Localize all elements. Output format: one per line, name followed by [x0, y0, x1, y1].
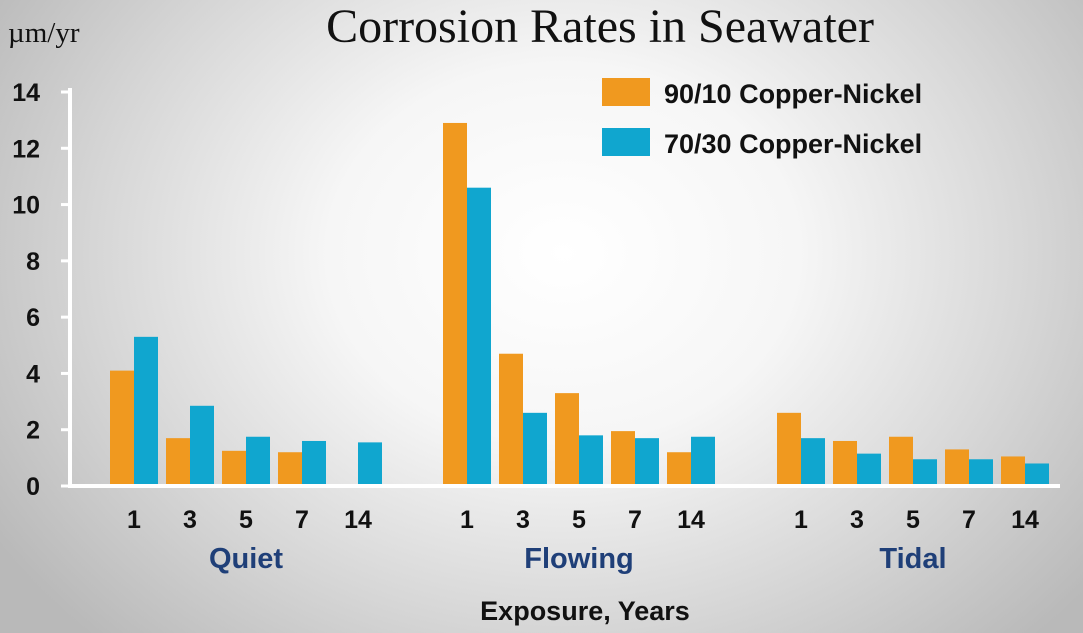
y-tick-label: 12 — [12, 135, 40, 163]
bar-flowing-3-70-30 — [523, 412, 547, 486]
x-tick-label: 14 — [1011, 506, 1039, 534]
x-tick-label: 3 — [516, 506, 530, 534]
x-tick-label: 3 — [183, 506, 197, 534]
bar-tidal-7-70-30 — [969, 459, 993, 486]
group-label-flowing: Flowing — [524, 543, 634, 575]
axes — [68, 88, 1060, 488]
bar-quiet-3-90-10 — [166, 438, 190, 486]
y-tick-label: 4 — [26, 360, 40, 388]
y-axis-ticks: 0 2 4 6 8 10 12 14 — [12, 79, 70, 501]
bar-quiet-3-70-30 — [190, 405, 214, 486]
bar-tidal-7-90-10 — [945, 449, 969, 486]
bar-tidal-1-90-10 — [777, 412, 801, 486]
bar-flowing-5-70-30 — [579, 435, 603, 486]
x-tick-label: 5 — [906, 506, 920, 534]
group-label-tidal: Tidal — [879, 543, 946, 575]
bar-flowing-1-70-30 — [467, 187, 491, 486]
bar-quiet-1-90-10 — [110, 370, 134, 486]
y-tick-label: 6 — [26, 304, 40, 332]
bar-tidal-3-70-30 — [857, 453, 881, 486]
bars — [110, 122, 1049, 486]
chart-title: Corrosion Rates in Seawater — [326, 0, 874, 53]
bar-flowing-14-90-10 — [667, 452, 691, 486]
x-tick-label: 5 — [239, 506, 253, 534]
bar-tidal-14-70-30 — [1025, 463, 1049, 486]
x-tick-label: 7 — [295, 506, 309, 534]
legend-label-90-10: 90/10 Copper-Nickel — [664, 79, 922, 109]
legend: 90/10 Copper-Nickel 70/30 Copper-Nickel — [602, 78, 922, 159]
y-tick-label: 10 — [12, 192, 40, 220]
x-tick-label: 1 — [794, 506, 808, 534]
bar-flowing-7-90-10 — [611, 431, 635, 486]
x-axis-label: Exposure, Years — [480, 596, 690, 626]
x-tick-label: 1 — [127, 506, 141, 534]
bar-quiet-5-70-30 — [246, 436, 270, 486]
y-axis-label: µm/yr — [8, 17, 80, 49]
x-tick-label: 14 — [344, 506, 372, 534]
y-tick-label: 2 — [26, 417, 40, 445]
bar-quiet-14-70-30 — [358, 442, 382, 486]
legend-label-70-30: 70/30 Copper-Nickel — [664, 129, 922, 159]
y-tick-label: 8 — [26, 248, 40, 276]
x-tick-label: 7 — [628, 506, 642, 534]
bar-quiet-7-90-10 — [278, 452, 302, 486]
legend-swatch-70-30 — [602, 128, 650, 156]
bar-flowing-3-90-10 — [499, 353, 523, 486]
y-tick-label: 0 — [26, 473, 40, 501]
group-label-quiet: Quiet — [209, 543, 283, 575]
bar-tidal-1-70-30 — [801, 438, 825, 486]
bar-tidal-3-90-10 — [833, 440, 857, 486]
bar-flowing-5-90-10 — [555, 393, 579, 486]
legend-swatch-90-10 — [602, 78, 650, 106]
y-tick-label: 14 — [12, 79, 40, 107]
group-labels: Quiet Flowing Tidal — [209, 543, 947, 575]
x-tick-label: 1 — [460, 506, 474, 534]
bar-flowing-14-70-30 — [691, 436, 715, 486]
x-tick-label: 14 — [677, 506, 705, 534]
x-tick-label: 7 — [962, 506, 976, 534]
x-tick-label: 3 — [850, 506, 864, 534]
bar-flowing-1-90-10 — [443, 122, 467, 486]
bar-tidal-5-90-10 — [889, 436, 913, 486]
bar-tidal-5-70-30 — [913, 459, 937, 486]
x-axis-ticks: 1 3 5 7 14 1 3 5 7 14 1 3 5 7 14 — [127, 506, 1039, 534]
bar-quiet-5-90-10 — [222, 450, 246, 486]
bar-quiet-7-70-30 — [302, 440, 326, 486]
x-tick-label: 5 — [572, 506, 586, 534]
bar-tidal-14-90-10 — [1001, 456, 1025, 486]
bar-quiet-1-70-30 — [134, 336, 158, 486]
bar-flowing-7-70-30 — [635, 438, 659, 486]
